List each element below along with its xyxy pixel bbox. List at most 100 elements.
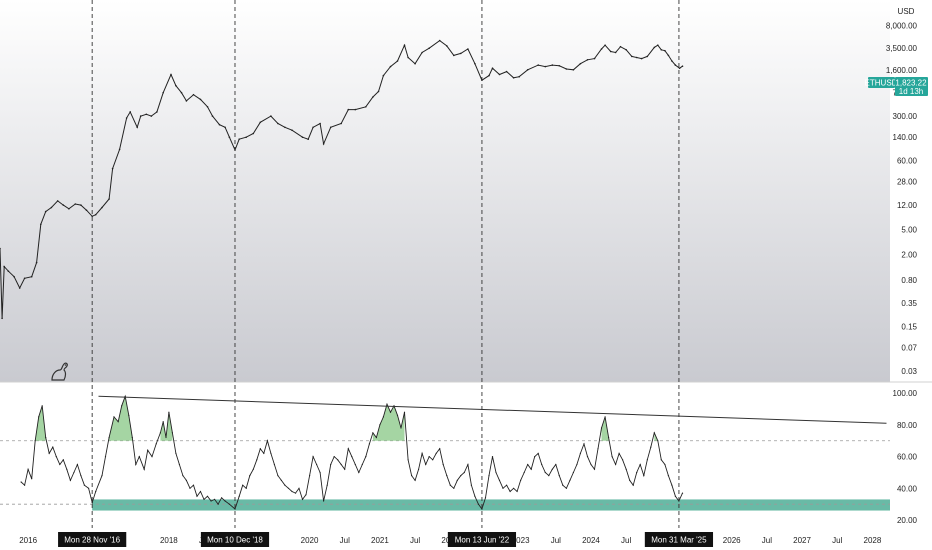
oscillator-point	[20, 481, 22, 483]
oscillator-point	[372, 432, 374, 434]
oscillator-point	[62, 459, 64, 461]
time-tick-label: Jul	[832, 536, 842, 545]
oscillator-point	[446, 475, 448, 477]
oscillator-point	[597, 448, 599, 450]
price-point	[111, 167, 114, 170]
oscillator-point	[541, 463, 543, 466]
oscillator-point	[414, 479, 416, 481]
price-tick-label: 8,000.00	[886, 21, 918, 30]
price-point	[35, 261, 38, 264]
oscillator-point	[31, 478, 33, 480]
price-point	[270, 115, 272, 117]
price-point	[667, 54, 670, 57]
oscillator-point	[224, 500, 226, 502]
oscillator-point	[91, 502, 93, 504]
oscillator-point	[382, 416, 384, 418]
price-tick-label: 1,600.00	[886, 66, 918, 75]
price-point	[139, 115, 142, 117]
oscillator-point	[418, 468, 420, 470]
oscillator-point	[358, 471, 360, 474]
price-point	[365, 106, 367, 108]
price-point	[558, 65, 561, 67]
oscillator-point	[101, 475, 103, 477]
oscillator-tick-label: 100.00	[893, 389, 918, 398]
time-tick-label: 2026	[723, 536, 741, 545]
price-tick-label: 60.00	[897, 157, 918, 166]
oscillator-point	[653, 432, 655, 434]
oscillator-point	[527, 463, 529, 466]
price-point	[80, 204, 82, 206]
oscillator-point	[162, 421, 164, 423]
oscillator-point	[576, 463, 578, 466]
oscillator-point	[203, 498, 205, 500]
price-tick-label: 5.00	[901, 225, 917, 234]
oscillator-point	[69, 479, 71, 481]
oscillator-point	[463, 471, 465, 474]
date-marker-label: Mon 31 Mar '25	[651, 536, 707, 545]
price-point	[609, 50, 612, 53]
oscillator-point	[143, 468, 145, 470]
price-point	[13, 275, 15, 278]
oscillator-point	[128, 414, 130, 416]
oscillator-point	[242, 484, 244, 486]
price-point	[389, 65, 392, 68]
price-point	[284, 126, 286, 129]
oscillator-point	[608, 436, 610, 439]
oscillator-point	[256, 459, 258, 461]
price-point	[307, 138, 310, 140]
price-point	[1, 317, 3, 320]
oscillator-point	[312, 456, 314, 458]
price-point	[446, 45, 448, 47]
oscillator-point	[467, 463, 469, 466]
oscillator-point	[586, 456, 589, 458]
price-axis[interactable]: 8,000.003,500.001,600.00700.00300.00140.…	[886, 21, 918, 375]
oscillator-point	[298, 487, 300, 489]
oscillator-point	[400, 427, 402, 429]
price-point	[467, 48, 469, 50]
oscillator-point	[171, 432, 173, 434]
price-point	[322, 143, 325, 145]
price-point	[671, 60, 673, 62]
price-point	[619, 45, 622, 48]
oscillator-axis[interactable]: 100.00 80.00 60.00 40.00 20.00	[893, 389, 918, 525]
oscillator-point	[351, 456, 353, 458]
price-tick-label: 140.00	[893, 133, 918, 142]
oscillator-point	[104, 456, 107, 458]
oscillator-point	[671, 484, 673, 486]
oscillator-point	[340, 463, 342, 466]
oscillator-point	[168, 411, 170, 413]
price-point	[551, 64, 554, 66]
price-point	[354, 108, 357, 111]
price-point	[403, 44, 406, 46]
oscillator-point	[273, 463, 275, 466]
oscillator-point	[674, 495, 677, 497]
price-point	[681, 65, 684, 67]
price-point	[600, 48, 603, 50]
oscillator-point	[615, 463, 617, 466]
price-point	[50, 206, 53, 209]
oscillator-point	[95, 490, 97, 493]
date-marker-bg	[447, 532, 517, 547]
price-point	[44, 210, 47, 213]
date-marker-label: Mon 10 Dec '18	[207, 536, 263, 545]
symbol-tag-bg	[868, 77, 895, 88]
oscillator-point	[117, 421, 119, 423]
oscillator-point	[326, 484, 328, 486]
price-point	[347, 108, 350, 111]
oscillator-point	[221, 497, 223, 499]
overbought-fill	[109, 396, 133, 441]
oscillator-point	[498, 479, 501, 481]
price-point	[74, 203, 77, 205]
oscillator-point	[636, 471, 638, 474]
oscillator-point	[593, 468, 596, 470]
price-point	[646, 55, 649, 58]
price-point	[218, 123, 221, 126]
price-point	[377, 90, 380, 93]
oscillator-point	[453, 487, 455, 489]
date-marker-bg	[200, 532, 270, 547]
oscillator-tick-label: 40.00	[897, 484, 918, 493]
price-point	[579, 62, 582, 65]
price-point	[518, 75, 520, 78]
oscillator-point	[206, 495, 209, 497]
